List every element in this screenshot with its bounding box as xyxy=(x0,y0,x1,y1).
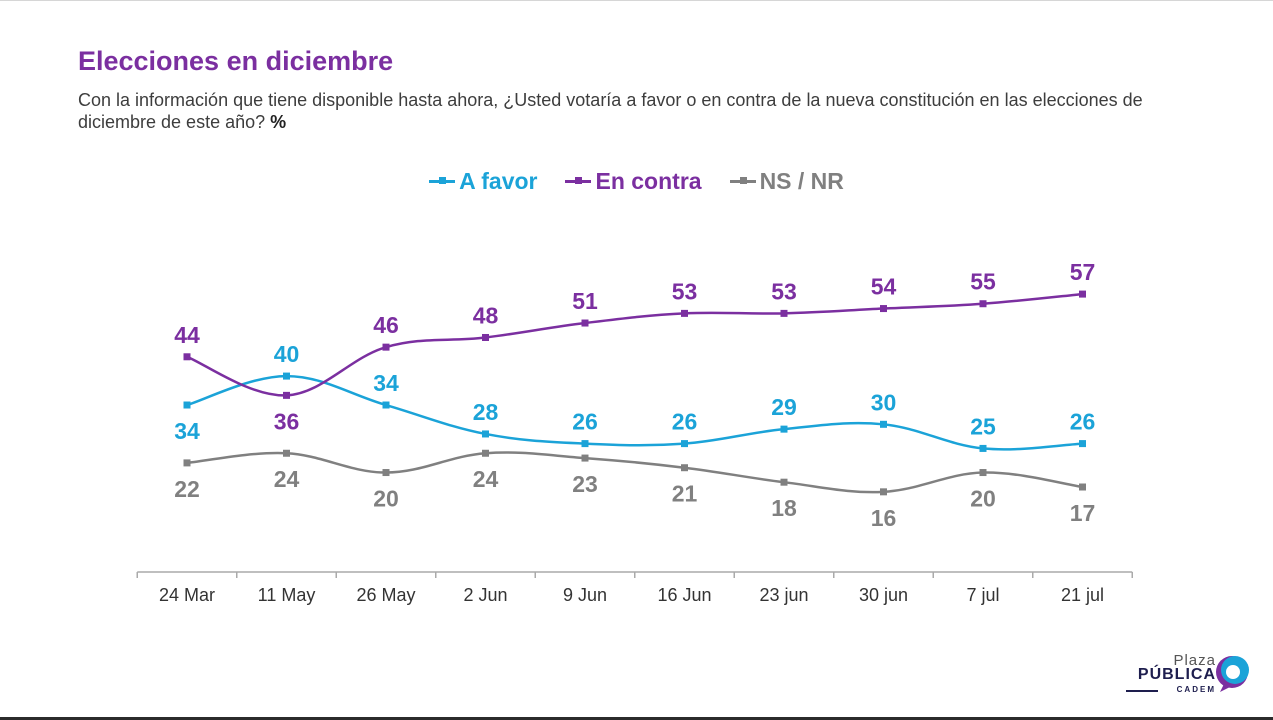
data-point-ns-nr xyxy=(482,449,489,457)
data-label-en-contra: 51 xyxy=(572,288,598,314)
legend-item-ns-nr: NS / NR xyxy=(729,167,844,195)
data-label-a-favor: 34 xyxy=(174,418,200,444)
bottom-rule xyxy=(0,717,1273,720)
data-point-en-contra xyxy=(681,309,688,317)
data-label-en-contra: 46 xyxy=(373,312,399,338)
x-tick-label: 2 Jun xyxy=(463,585,507,605)
logo-underline xyxy=(1126,690,1158,692)
x-tick-label: 23 jun xyxy=(759,585,808,605)
x-tick-label: 30 jun xyxy=(859,585,908,605)
data-label-a-favor: 29 xyxy=(771,394,797,420)
x-tick-label: 26 May xyxy=(356,585,415,605)
data-label-a-favor: 30 xyxy=(871,389,897,415)
data-point-a-favor xyxy=(183,401,191,409)
data-point-en-contra xyxy=(183,353,191,361)
data-label-a-favor: 26 xyxy=(572,409,598,435)
data-label-a-favor: 26 xyxy=(1070,409,1096,435)
data-point-ns-nr xyxy=(183,459,191,467)
data-label-en-contra: 53 xyxy=(672,278,698,304)
data-point-a-favor xyxy=(283,372,290,380)
data-label-a-favor: 40 xyxy=(274,341,300,367)
data-point-en-contra xyxy=(283,391,290,399)
legend-swatch-ns-nr xyxy=(729,177,756,184)
subtitle-unit: % xyxy=(270,112,287,132)
legend-swatch-a-favor xyxy=(429,177,456,184)
data-point-en-contra xyxy=(581,319,589,327)
logo-cadem-text: CADEM xyxy=(1176,685,1216,694)
data-label-en-contra: 57 xyxy=(1070,259,1096,285)
legend-item-en-contra: En contra xyxy=(565,167,702,195)
data-point-a-favor xyxy=(482,430,489,438)
series-line-en-contra xyxy=(186,292,1083,397)
legend-swatch-en-contra xyxy=(565,177,592,184)
data-label-ns-nr: 20 xyxy=(373,486,399,512)
data-label-en-contra: 54 xyxy=(871,274,897,300)
data-label-en-contra: 53 xyxy=(771,278,797,304)
data-point-en-contra xyxy=(780,309,788,317)
data-point-a-favor xyxy=(681,440,688,448)
data-label-en-contra: 44 xyxy=(174,322,200,348)
legend-label-a-favor: A favor xyxy=(459,167,538,194)
x-tick-label: 21 jul xyxy=(1061,585,1104,605)
logo-publica-text: PÚBLICA xyxy=(1137,666,1216,683)
data-point-en-contra xyxy=(1079,290,1086,298)
x-tick-label: 7 jul xyxy=(966,585,999,605)
subtitle-text: Con la información que tiene disponible … xyxy=(78,90,1143,132)
data-point-a-favor xyxy=(880,420,887,428)
data-point-ns-nr xyxy=(780,478,788,486)
logo-plaza-text: Plaza xyxy=(1173,652,1216,669)
data-label-ns-nr: 24 xyxy=(473,466,499,492)
series-line-a-favor xyxy=(186,374,1083,451)
data-point-ns-nr xyxy=(382,469,390,477)
data-label-a-favor: 28 xyxy=(473,399,499,425)
data-point-a-favor xyxy=(382,401,390,409)
data-point-ns-nr xyxy=(979,469,987,477)
data-point-a-favor xyxy=(1079,440,1086,448)
data-label-a-favor: 26 xyxy=(672,409,698,435)
data-label-en-contra: 48 xyxy=(473,302,499,328)
x-tick-label: 9 Jun xyxy=(563,585,607,605)
data-label-ns-nr: 22 xyxy=(174,476,200,502)
data-label-ns-nr: 21 xyxy=(672,481,698,507)
legend-label-en-contra: En contra xyxy=(595,167,702,194)
x-tick-label: 16 Jun xyxy=(657,585,711,605)
data-label-a-favor: 25 xyxy=(970,413,996,439)
data-point-ns-nr xyxy=(1079,483,1086,491)
data-point-a-favor xyxy=(979,444,987,452)
legend-item-a-favor: A favor xyxy=(429,168,537,195)
data-label-ns-nr: 24 xyxy=(274,466,300,492)
data-point-en-contra xyxy=(979,300,987,308)
data-point-ns-nr xyxy=(283,449,290,457)
data-label-ns-nr: 23 xyxy=(572,471,598,497)
data-point-a-favor xyxy=(581,440,589,448)
series-line-ns-nr xyxy=(186,451,1083,494)
data-label-ns-nr: 20 xyxy=(970,486,996,512)
data-point-en-contra xyxy=(382,343,390,351)
data-label-en-contra: 55 xyxy=(970,269,996,295)
x-tick-label: 11 May xyxy=(258,585,316,605)
data-label-a-favor: 34 xyxy=(373,370,399,396)
data-label-en-contra: 36 xyxy=(274,408,300,434)
legend-label-ns-nr: NS / NR xyxy=(759,167,844,194)
data-point-ns-nr xyxy=(581,454,589,462)
data-point-en-contra xyxy=(880,305,887,313)
data-label-ns-nr: 18 xyxy=(771,495,797,521)
chart-subtitle: Con la información que tiene disponible … xyxy=(78,89,1158,133)
chart-title: Elecciones en diciembre xyxy=(78,46,394,76)
data-point-a-favor xyxy=(780,425,788,433)
data-label-ns-nr: 16 xyxy=(871,505,897,531)
data-point-en-contra xyxy=(482,333,489,341)
data-point-ns-nr xyxy=(880,488,887,496)
chart-legend: A favor En contra NS / NR xyxy=(0,166,1273,196)
data-label-ns-nr: 17 xyxy=(1070,500,1096,526)
x-tick-label: 24 Mar xyxy=(159,585,215,605)
speech-bubble-icon xyxy=(1216,656,1249,692)
top-rule xyxy=(0,0,1273,1)
data-point-ns-nr xyxy=(681,464,688,472)
plaza-publica-cadem-logo: Plaza PÚBLICA CADEM xyxy=(1122,652,1252,702)
